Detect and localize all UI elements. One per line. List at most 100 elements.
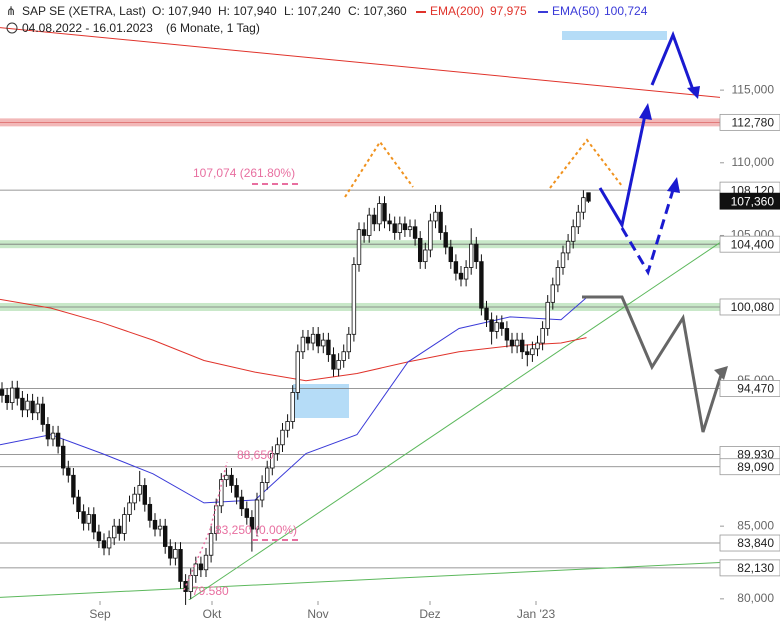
instrument: SAP SE (XETRA, Last) [22, 4, 146, 18]
x-tick-label: Sep [89, 607, 111, 621]
candle-body [234, 485, 239, 498]
candle-body [341, 351, 346, 361]
candle-body [0, 389, 5, 396]
candle-body [106, 537, 112, 549]
candle-body [423, 249, 428, 263]
candle-body [555, 267, 561, 286]
candle-body [122, 514, 127, 534]
candle-body [463, 267, 469, 280]
candle-body [198, 563, 204, 571]
level-label-box [719, 534, 780, 552]
y-tick-label: 80,000 [737, 591, 774, 605]
legend-value: 100,724 [604, 4, 648, 18]
candle-body [137, 485, 142, 495]
ema-line [0, 297, 587, 504]
candle-body [91, 514, 96, 533]
level-label: 107,360 [731, 194, 775, 208]
level-label: 89,930 [737, 448, 774, 462]
candle-body [285, 421, 290, 431]
bands [0, 118, 720, 311]
period-span: (6 Monate, 1 Tag) [166, 21, 260, 35]
candle-body [581, 197, 586, 213]
candle-body [40, 403, 45, 425]
candle-body [417, 237, 423, 263]
projection [582, 295, 724, 433]
projection [598, 114, 647, 230]
candle-body [147, 503, 153, 521]
candle-body [244, 508, 249, 518]
candle-body [407, 226, 413, 231]
candle-body [275, 444, 280, 454]
period: 04.08.2022 - 16.01.2023 [22, 21, 153, 35]
trendline [188, 242, 720, 600]
ohlc: C: 107,360 [348, 4, 407, 18]
candle-body [30, 400, 35, 414]
candle-body [372, 214, 377, 225]
candle-body [55, 432, 61, 447]
level-label: 83,840 [737, 536, 774, 550]
target-box [293, 384, 349, 418]
candle-body [382, 203, 387, 222]
candle-body [479, 261, 484, 309]
level-label-box [719, 298, 780, 316]
candle-body [208, 533, 214, 556]
candle-body [219, 479, 224, 507]
candle-body [162, 525, 168, 547]
level-label: 94,470 [737, 382, 774, 396]
candle-body [356, 229, 362, 265]
candle-body [525, 351, 530, 356]
candle-body [132, 493, 137, 504]
candle-body [152, 519, 158, 530]
candle-body [259, 482, 265, 501]
candle-body [168, 546, 173, 559]
candle-body [203, 554, 209, 571]
level-label-box [719, 113, 780, 131]
candle-body [81, 511, 86, 524]
legend-value: 97,975 [490, 4, 527, 18]
candle-body [193, 563, 198, 576]
candle-body [229, 474, 234, 486]
candle-body [157, 525, 163, 530]
candle-body [377, 203, 382, 225]
candle-body [280, 429, 285, 446]
candle-body [300, 336, 306, 353]
candle-body [586, 192, 591, 202]
candle-body [254, 499, 260, 530]
fib-label: 88,650 [237, 448, 274, 462]
ohlc: O: 107,940 [152, 4, 212, 18]
level-label-box [719, 559, 780, 577]
candle-body [530, 348, 535, 356]
candle-body [50, 432, 56, 440]
candle-body [15, 387, 20, 399]
x-tick-label: Nov [307, 607, 328, 621]
candle-body [178, 549, 183, 582]
level-label-box [719, 235, 780, 253]
candle-body [295, 351, 300, 393]
level-label-box [719, 380, 780, 397]
candle-body [402, 223, 408, 231]
candle-body [565, 240, 571, 254]
candle-body [387, 220, 392, 225]
candle-body [331, 354, 336, 370]
candle-body [468, 243, 474, 268]
candle-body [448, 246, 453, 263]
chart-icon: ⋔ [6, 4, 16, 18]
candle-body [290, 392, 295, 422]
y-tick-label: 110,000 [732, 155, 775, 169]
y-tick-label: 115,000 [732, 82, 775, 96]
y-axis: 115,000110,000105,00095,00085,00080,0001… [719, 82, 780, 605]
arrow-head [639, 103, 652, 120]
arrow-head [667, 177, 680, 193]
candle-body [474, 243, 479, 263]
level-label-box [719, 192, 780, 210]
candle-body [173, 549, 178, 559]
candle-body [264, 467, 270, 483]
level-label-box [719, 458, 780, 476]
candle-body [346, 333, 351, 353]
arrow-head [687, 86, 700, 99]
level-label: 89,090 [737, 460, 774, 474]
candle-body [504, 328, 510, 341]
fib-label: 83,250 (0.00%) [215, 523, 297, 537]
candle-body [142, 485, 147, 505]
candle-body [392, 223, 397, 233]
